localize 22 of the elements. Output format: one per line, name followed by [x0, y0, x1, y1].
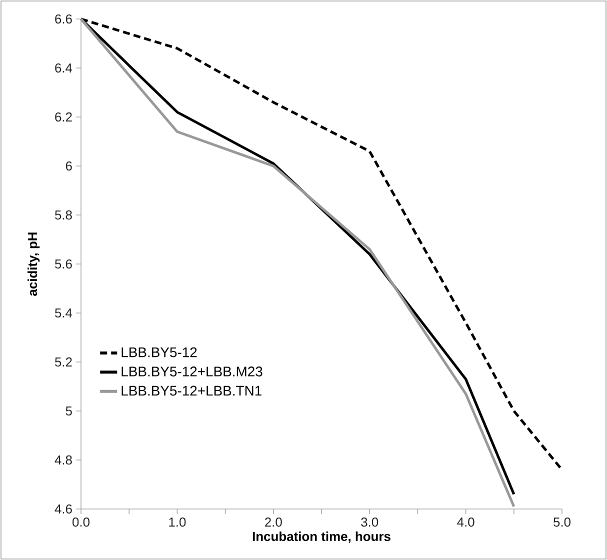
legend-label: LBB.BY5-12+LBB.TN1	[122, 386, 262, 396]
legend-label: LBB.BY5-12+LBB.M23	[122, 366, 262, 376]
y-tick-label: 6.4	[55, 63, 72, 73]
x-tick-label: 3.0	[361, 518, 378, 527]
y-tick-label: 5.6	[54, 259, 72, 269]
y-tick-label: 5.8	[54, 210, 72, 220]
x-tick-label: 1.0	[169, 518, 186, 527]
x-tick-label: 4.0	[457, 518, 474, 527]
y-tick-label: 5.2	[54, 357, 72, 367]
x-tick-label: 2.0	[265, 518, 282, 527]
y-axis-title: acidity, pH	[28, 232, 40, 296]
y-tick-label: 4.6	[54, 504, 72, 514]
x-axis-title: Incubation time, hours	[252, 532, 390, 543]
y-tick-label: 6.2	[55, 112, 72, 122]
y-tick-label: 5	[66, 406, 72, 416]
x-tick-label: 0.0	[72, 518, 90, 527]
y-tick-label: 5.4	[54, 308, 72, 318]
y-tick-label: 6	[66, 161, 72, 171]
y-tick-label: 4.8	[54, 455, 72, 465]
legend-label: LBB.BY5-12	[122, 347, 197, 358]
x-tick-label: 5.0	[554, 518, 571, 527]
y-tick-label: 6.6	[55, 14, 72, 24]
